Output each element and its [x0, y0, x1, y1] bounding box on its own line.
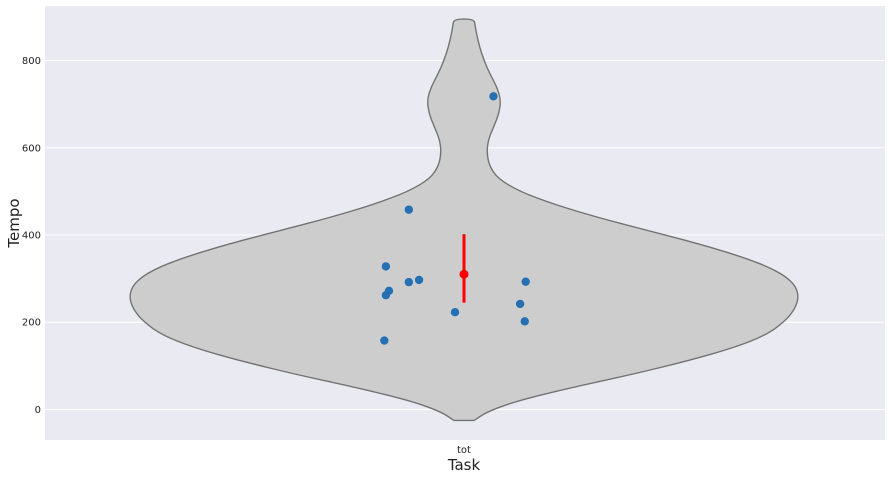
data-point	[381, 262, 391, 271]
data-point	[489, 92, 498, 101]
data-point	[520, 317, 529, 326]
x-axis-label: Task	[447, 456, 481, 474]
y-tick-label: 800	[22, 56, 41, 67]
data-point	[414, 275, 424, 285]
data-point	[404, 205, 414, 214]
data-point	[515, 299, 525, 309]
data-point	[521, 277, 530, 286]
data-point	[381, 290, 391, 300]
data-point	[380, 336, 389, 345]
data-point	[404, 277, 414, 287]
y-axis-label: Tempo	[5, 198, 23, 248]
y-tick-label: 400	[22, 230, 41, 241]
data-point	[450, 307, 460, 317]
data-points	[380, 92, 530, 345]
x-tick-label: tot	[457, 445, 471, 456]
y-tick-label: 600	[22, 143, 41, 154]
y-tick-label: 0	[35, 405, 41, 416]
y-tick-label: 200	[22, 318, 41, 329]
y-axis-ticks: 0 200 400 600 800	[22, 56, 41, 416]
mean-marker	[459, 269, 469, 279]
violin-body	[129, 18, 799, 422]
